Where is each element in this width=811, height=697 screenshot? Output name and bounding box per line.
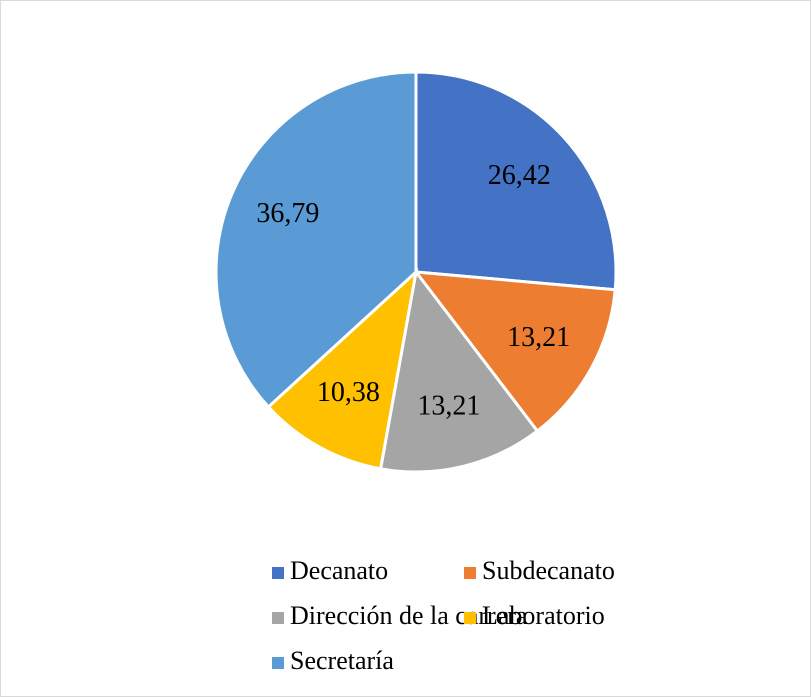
legend-label: Secretaría	[290, 646, 394, 675]
legend-swatch	[272, 657, 284, 669]
legend-label: Subdecanato	[482, 556, 615, 585]
data-label: 36,79	[256, 198, 319, 229]
pie-slice	[266, 267, 419, 471]
pie-slice	[414, 70, 618, 292]
legend-swatch	[464, 612, 476, 624]
pie-slice	[378, 268, 540, 474]
data-label: 10,38	[317, 377, 380, 408]
legend-swatch	[464, 567, 476, 579]
legend-swatch	[272, 567, 284, 579]
data-label: 13,21	[507, 322, 570, 353]
legend-label: Dirección de la carrera	[290, 601, 528, 630]
data-label: 13,21	[417, 391, 480, 422]
legend-label: Decanato	[290, 556, 388, 585]
pie-slice	[412, 270, 617, 434]
legend-swatch	[272, 612, 284, 624]
pie-slice	[214, 70, 418, 410]
legend-label: Laboratorio	[482, 601, 605, 630]
data-label: 26,42	[488, 160, 551, 191]
